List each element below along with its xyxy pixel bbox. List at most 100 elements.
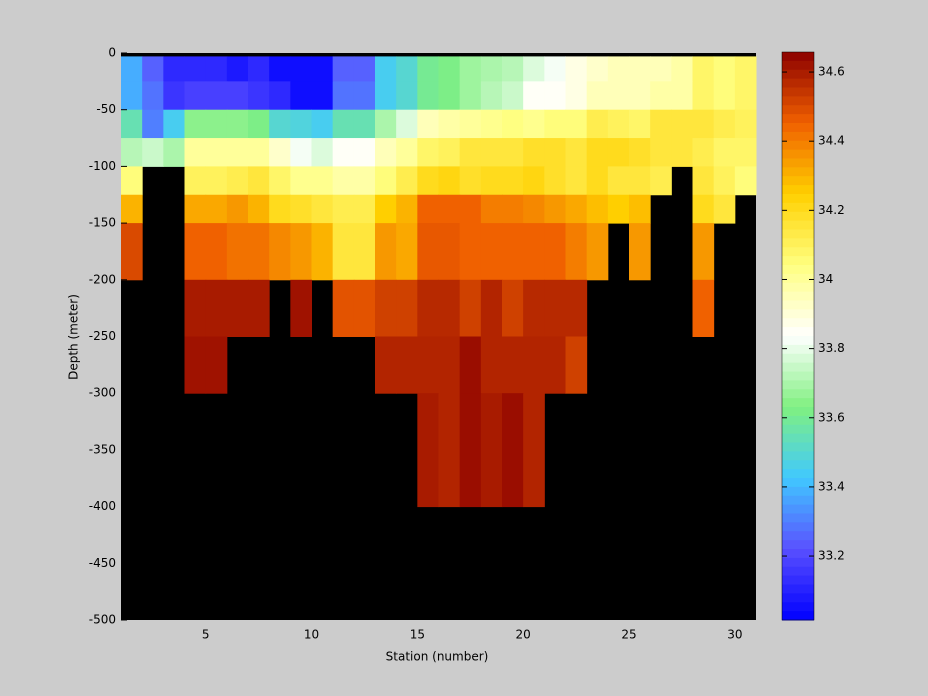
- colorbar-band: [782, 442, 814, 452]
- heatmap-cell: [565, 81, 588, 111]
- heatmap-cell: [586, 194, 609, 224]
- heatmap-cell: [142, 56, 164, 82]
- heatmap-cell: [142, 109, 164, 139]
- heatmap-cell: [184, 56, 207, 82]
- colorbar-band: [782, 194, 814, 204]
- heatmap-cell: [544, 194, 566, 224]
- heatmap-cell: [248, 166, 270, 196]
- heatmap-cell: [269, 194, 291, 224]
- heatmap-cell: [163, 81, 185, 111]
- heatmap-cell: [205, 223, 228, 281]
- heatmap-cell: [544, 223, 566, 281]
- y-tick-label: -50: [96, 102, 116, 116]
- heatmap-cell: [332, 166, 355, 196]
- heatmap-cell: [417, 166, 439, 196]
- heatmap-cell: [459, 336, 482, 394]
- colorbar-band: [782, 433, 814, 443]
- colorbar-band: [782, 513, 814, 523]
- heatmap-cell: [459, 223, 482, 281]
- colorbar-band: [782, 380, 814, 390]
- heatmap-cell: [375, 109, 397, 139]
- heatmap-cell: [692, 279, 715, 337]
- heatmap-cell: [438, 109, 461, 139]
- heatmap-cell: [205, 336, 228, 394]
- colorbar-band: [782, 220, 814, 230]
- heatmap-cell: [544, 166, 566, 196]
- heatmap-cell: [502, 194, 524, 224]
- heatmap-cell: [502, 393, 524, 508]
- heatmap-cell: [375, 166, 397, 196]
- heatmap-cell: [375, 56, 397, 82]
- heatmap-cell: [692, 109, 715, 139]
- x-tick-label: 10: [304, 628, 319, 642]
- colorbar-band: [782, 557, 814, 568]
- heatmap-cell: [671, 138, 693, 167]
- heatmap-cell: [523, 279, 545, 337]
- heatmap-cell: [205, 109, 228, 139]
- heatmap-cell: [438, 223, 461, 281]
- heatmap-cell: [205, 166, 228, 196]
- heatmap-cell: [650, 109, 672, 139]
- heatmap-cell: [417, 138, 439, 167]
- colorbar-band: [782, 114, 814, 124]
- heatmap-cell: [311, 56, 334, 82]
- heatmap-cell: [184, 81, 207, 111]
- colorbar-band: [782, 52, 814, 62]
- heatmap-cell: [226, 138, 249, 167]
- heatmap-cell: [226, 279, 249, 337]
- colorbar-band: [782, 415, 814, 426]
- heatmap-cell: [184, 109, 207, 139]
- heatmap-cell: [417, 109, 439, 139]
- heatmap-cell: [269, 138, 291, 167]
- heatmap-cell: [544, 81, 566, 111]
- heatmap-cell: [417, 194, 439, 224]
- heatmap-cell: [502, 166, 524, 196]
- heatmap-cell: [248, 279, 270, 337]
- heatmap-cell: [205, 194, 228, 224]
- heatmap-cell: [523, 81, 545, 111]
- heatmap-cell: [142, 138, 164, 167]
- heatmap-cell: [396, 279, 418, 337]
- heatmap-cell: [629, 166, 651, 196]
- heatmap-cell: [523, 166, 545, 196]
- heatmap-cell: [523, 393, 545, 508]
- heatmap-cell: [629, 194, 651, 224]
- heatmap-cell: [184, 279, 207, 337]
- heatmap-cell: [438, 81, 461, 111]
- heatmap-cell: [353, 56, 376, 82]
- heatmap-cell: [586, 166, 609, 196]
- heatmap-cell: [607, 56, 630, 82]
- heatmap-cell: [523, 56, 545, 82]
- heatmap-cell: [332, 279, 355, 337]
- heatmap-cell: [523, 109, 545, 139]
- heatmap-cell: [480, 279, 503, 337]
- colorbar-band: [782, 398, 814, 408]
- heatmap-cell: [375, 81, 397, 111]
- heatmap-cell: [565, 279, 588, 337]
- heatmap-cell: [332, 194, 355, 224]
- colorbar-band: [782, 584, 814, 594]
- colorbar-band: [782, 238, 814, 248]
- heatmap-cell: [629, 81, 651, 111]
- heatmap-cell: [502, 56, 524, 82]
- heatmap-cell: [438, 194, 461, 224]
- colorbar-band: [782, 522, 814, 532]
- colorbar-band: [782, 531, 814, 541]
- heatmap-cell: [121, 223, 143, 281]
- y-axis-label: Depth (meter): [67, 294, 81, 380]
- heatmap-cell: [226, 166, 249, 196]
- heatmap-cell: [480, 336, 503, 394]
- heatmap-cell: [734, 138, 757, 167]
- heatmap-cell: [375, 223, 397, 281]
- colorbar-band: [782, 495, 814, 506]
- colorbar-tick-label: 34: [818, 272, 833, 286]
- heatmap-cell: [502, 109, 524, 139]
- heatmap-cell: [607, 109, 630, 139]
- heatmap-cell: [523, 336, 545, 394]
- heatmap-cell: [184, 194, 207, 224]
- colorbar-band: [782, 273, 814, 284]
- y-tick-label: -400: [89, 499, 116, 513]
- colorbar-band: [782, 291, 814, 301]
- heatmap-cell: [586, 138, 609, 167]
- colorbar-tick-label: 34.2: [818, 203, 845, 217]
